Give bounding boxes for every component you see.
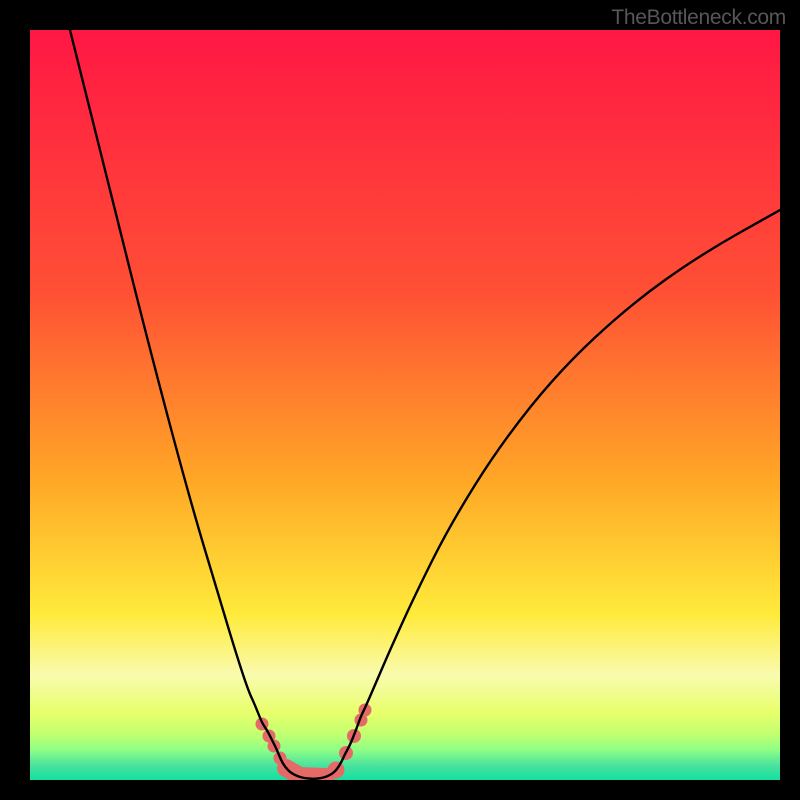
watermark: TheBottleneck.com [611,6,786,30]
plot-area [30,30,780,780]
curve-svg [30,30,780,780]
v-curve [65,30,780,779]
